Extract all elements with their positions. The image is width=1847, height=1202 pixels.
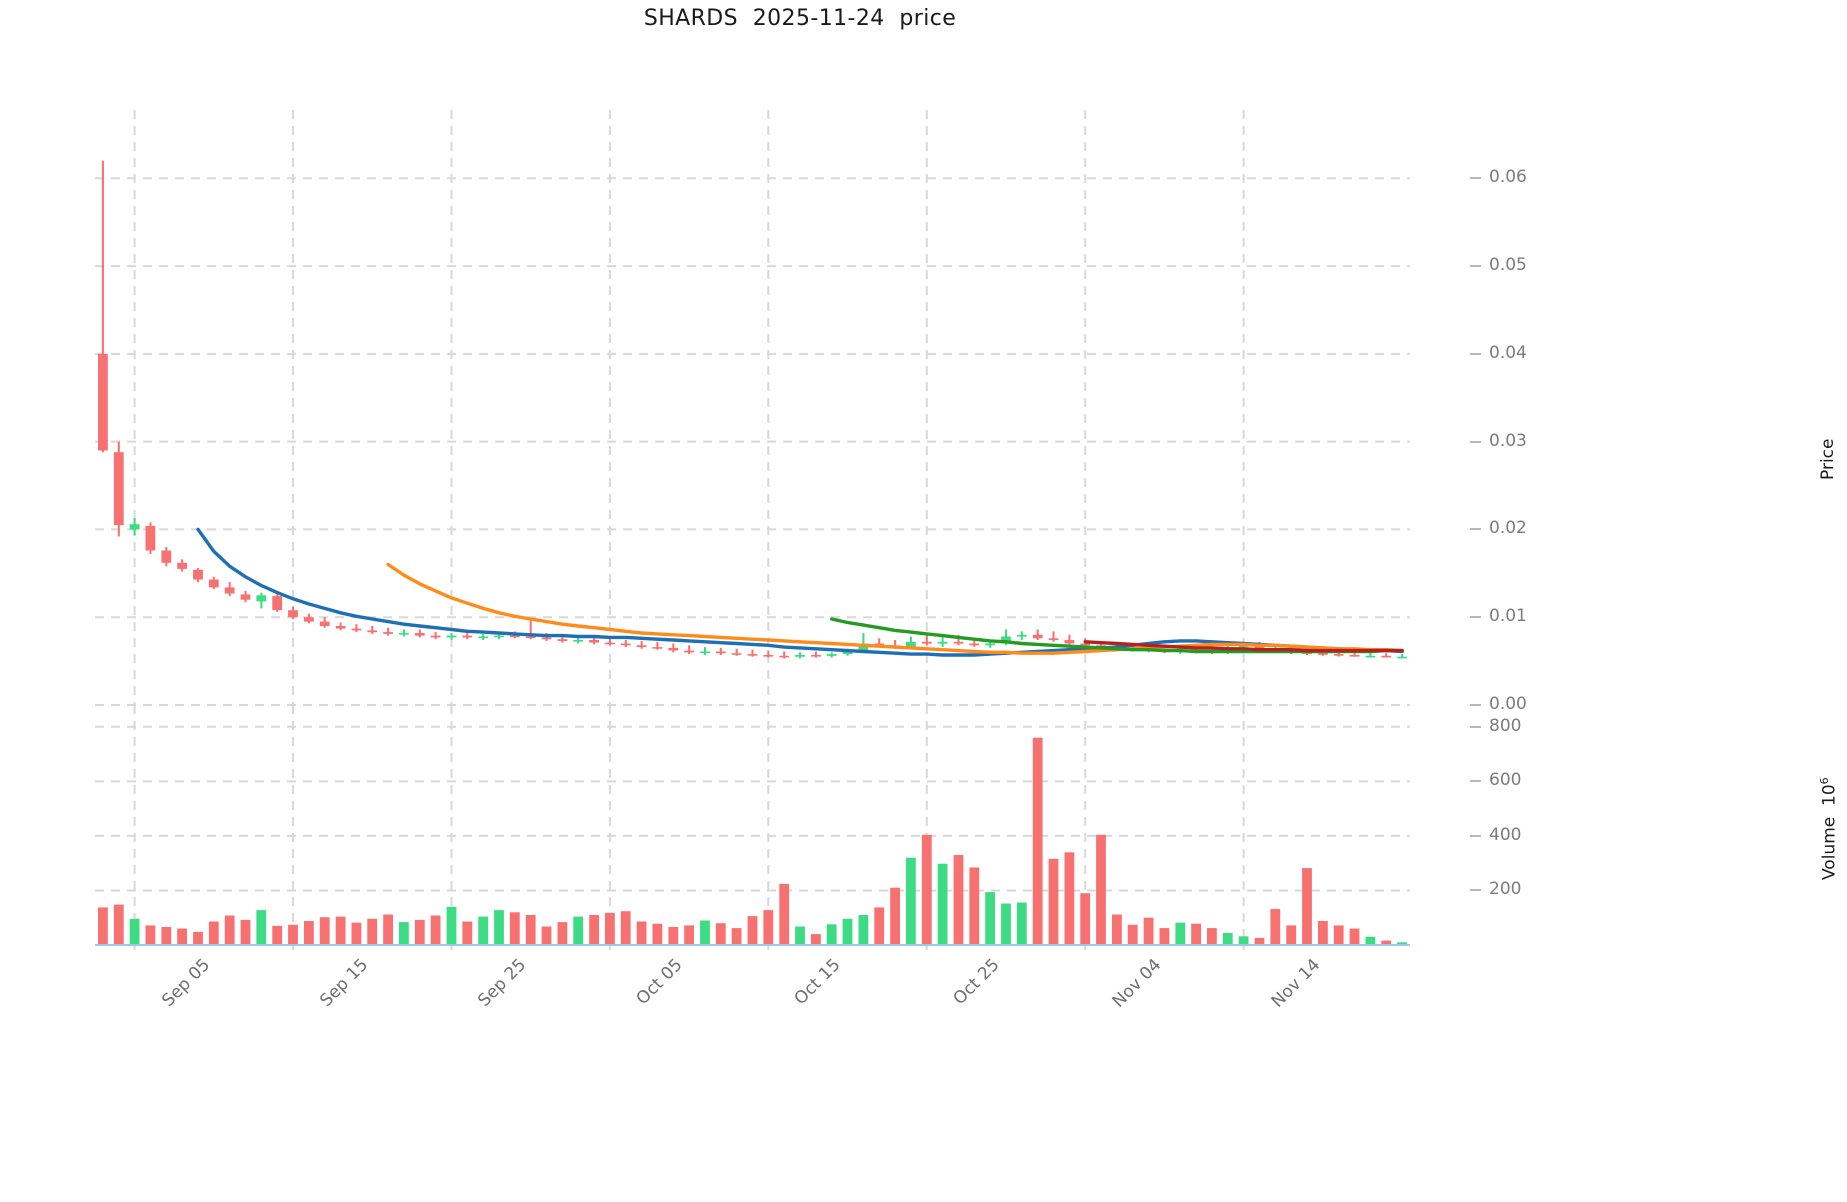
date-tick-oct-25: Oct 25	[949, 955, 1004, 1010]
price-tick-0.01: 0.01	[1489, 606, 1527, 627]
tick-dash	[1470, 440, 1481, 443]
volume-plot	[95, 704, 1410, 950]
date-tick-nov-04: Nov 04	[1108, 955, 1166, 1012]
volume-tick-200: 200	[1489, 879, 1522, 900]
tick-dash	[1470, 889, 1481, 892]
date-tick-oct-15: Oct 15	[790, 955, 845, 1010]
price-plot	[95, 110, 1410, 706]
tick-dash	[1470, 616, 1481, 619]
price-tick-0.03: 0.03	[1489, 430, 1527, 451]
volume-tick-400: 400	[1489, 824, 1522, 845]
price-tick-0.02: 0.02	[1489, 518, 1527, 539]
price-tick-0.05: 0.05	[1489, 255, 1527, 276]
date-tick-sep-25: Sep 25	[474, 955, 531, 1011]
date-tick-oct-05: Oct 05	[632, 955, 687, 1010]
date-tick-sep-15: Sep 15	[316, 955, 373, 1011]
volume-tick-800: 800	[1489, 715, 1522, 736]
tick-dash	[1470, 177, 1481, 180]
chart-title: SHARDS 2025-11-24 price	[643, 6, 957, 31]
price-pane	[95, 110, 1410, 706]
volume-pane	[95, 704, 1410, 950]
tick-dash	[1470, 528, 1481, 531]
volume-tick-600: 600	[1489, 770, 1522, 791]
tick-dash	[1470, 265, 1481, 268]
price-tick-0.06: 0.06	[1489, 167, 1527, 188]
date-tick-sep-05: Sep 05	[157, 955, 214, 1011]
date-tick-nov-14: Nov 14	[1267, 955, 1325, 1012]
tick-dash	[1470, 704, 1481, 706]
tick-dash	[1470, 352, 1481, 355]
volume-axis-title: Volume 106	[1818, 777, 1840, 880]
tick-dash	[1470, 834, 1481, 837]
tick-dash	[1470, 725, 1481, 728]
price-axis-title: Price	[1818, 438, 1838, 480]
price-tick-0.04: 0.04	[1489, 342, 1527, 363]
tick-dash	[1470, 780, 1481, 783]
price-tick-0.00: 0.00	[1489, 694, 1527, 714]
